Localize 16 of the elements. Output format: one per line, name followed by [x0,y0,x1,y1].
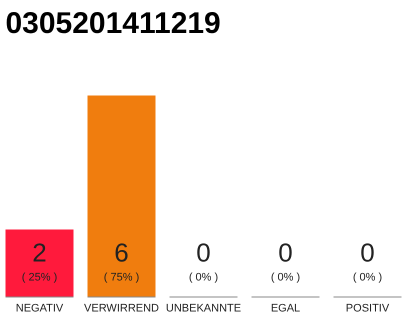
x-tick-label: VERWIRREND [84,302,160,314]
annotation: ( 0% ) [188,272,218,284]
x-tick-label: EGAL [270,302,300,314]
data-label: 6 [114,238,129,268]
x-tick-label: POSITIV [346,302,390,314]
annotation: ( 0% ) [270,272,300,284]
annotation: ( 75% ) [104,272,140,284]
data-label: 2 [32,238,47,268]
data-label: 0 [278,238,293,268]
data-label: 0 [196,238,211,268]
annotation: ( 25% ) [22,272,58,284]
data-label: 0 [360,238,375,268]
annotation: ( 0% ) [352,272,382,284]
x-tick-label: NEGATIV [16,302,64,314]
x-tick-label: UNBEKANNTE [166,302,242,314]
chart-title: 0305201411219 [6,7,221,40]
